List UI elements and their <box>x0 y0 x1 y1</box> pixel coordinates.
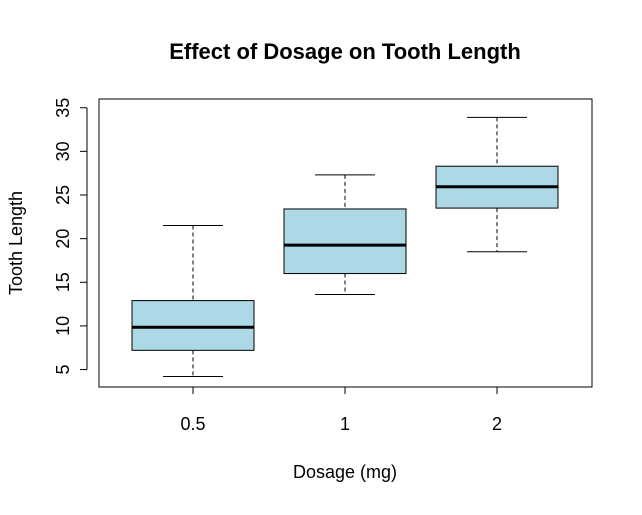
box-group <box>435 116 559 253</box>
y-tick-label: 20 <box>53 229 73 249</box>
boxes-layer <box>131 116 559 378</box>
y-tick-label: 25 <box>53 185 73 205</box>
y-tick-label: 10 <box>53 316 73 336</box>
y-tick-label: 35 <box>53 98 73 118</box>
y-axis: 5 10 15 20 25 30 35 <box>53 98 88 375</box>
iqr-box <box>283 208 407 275</box>
box-group <box>131 225 255 378</box>
y-tick-label: 30 <box>53 141 73 161</box>
box-group <box>283 174 407 295</box>
x-axis-label: Dosage (mg) <box>293 462 397 482</box>
y-tick-label: 5 <box>53 365 73 375</box>
y-tick-label: 15 <box>53 272 73 292</box>
x-tick-label: 2 <box>492 414 502 434</box>
chart-title: Effect of Dosage on Tooth Length <box>169 39 521 64</box>
x-tick-label: 0.5 <box>180 414 205 434</box>
y-axis-label: Tooth Length <box>6 191 26 295</box>
x-tick-label: 1 <box>340 414 350 434</box>
iqr-box <box>131 300 255 351</box>
x-axis: 0.5 1 2 <box>180 387 502 434</box>
